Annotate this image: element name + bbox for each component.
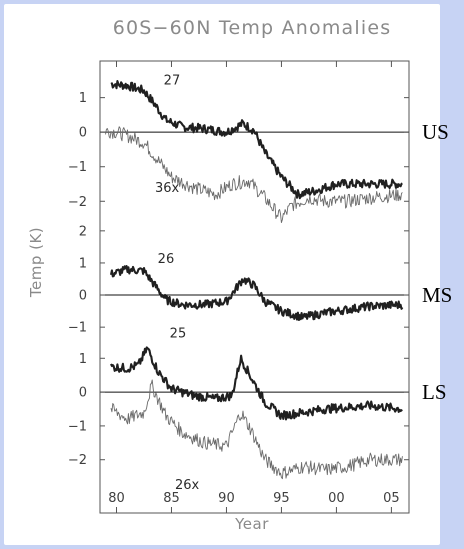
panel-label-ls: LS (422, 380, 447, 404)
y-tick-label: −1 (68, 160, 87, 175)
series-line-ls-thick (110, 346, 403, 421)
y-tick-label: 1 (79, 352, 87, 367)
x-tick-label: 90 (218, 491, 235, 506)
x-axis-label: Year (234, 515, 269, 533)
series-line-ms-thick (109, 265, 404, 322)
chart-marks: 80 85 90 95 00 0510−1−2US2736x210−1MS2610−1−2… (68, 61, 452, 513)
y-axis-label: Temp (K) (27, 227, 45, 298)
y-tick-label: 1 (79, 256, 87, 271)
y-tick-label: 0 (79, 386, 87, 401)
x-tick-label: 85 (163, 491, 180, 506)
x-tick-label: 80 (108, 491, 125, 506)
panel-label-ms: MS (422, 283, 452, 307)
figure-card (4, 4, 440, 545)
plot-frame (99, 60, 410, 514)
y-tick-label: 2 (79, 224, 87, 239)
panel-label-us: US (422, 120, 449, 144)
y-tick-label: −2 (68, 195, 87, 210)
series-annotation: 26 (158, 252, 175, 267)
y-tick-label: 0 (79, 126, 87, 141)
series-line-us-thick (110, 80, 403, 200)
series-line-us-thin (105, 126, 403, 224)
x-tick-label: 95 (273, 491, 290, 506)
x-tick-label: 05 (383, 491, 400, 506)
y-tick-label: −2 (68, 453, 87, 468)
series-annotation: 27 (164, 73, 181, 88)
y-tick-label: 0 (79, 289, 87, 304)
chart-title: 60S−60N Temp Anomalies (113, 17, 392, 39)
series-line-ls-thin (110, 379, 403, 480)
y-tick-label: −1 (68, 321, 87, 336)
series-annotation: 26x (175, 478, 200, 493)
y-tick-label: −1 (68, 419, 87, 434)
y-tick-label: 1 (79, 91, 87, 106)
x-tick-label: 00 (328, 491, 345, 506)
series-annotation: 25 (170, 327, 187, 342)
series-annotation: 36x (155, 181, 180, 196)
